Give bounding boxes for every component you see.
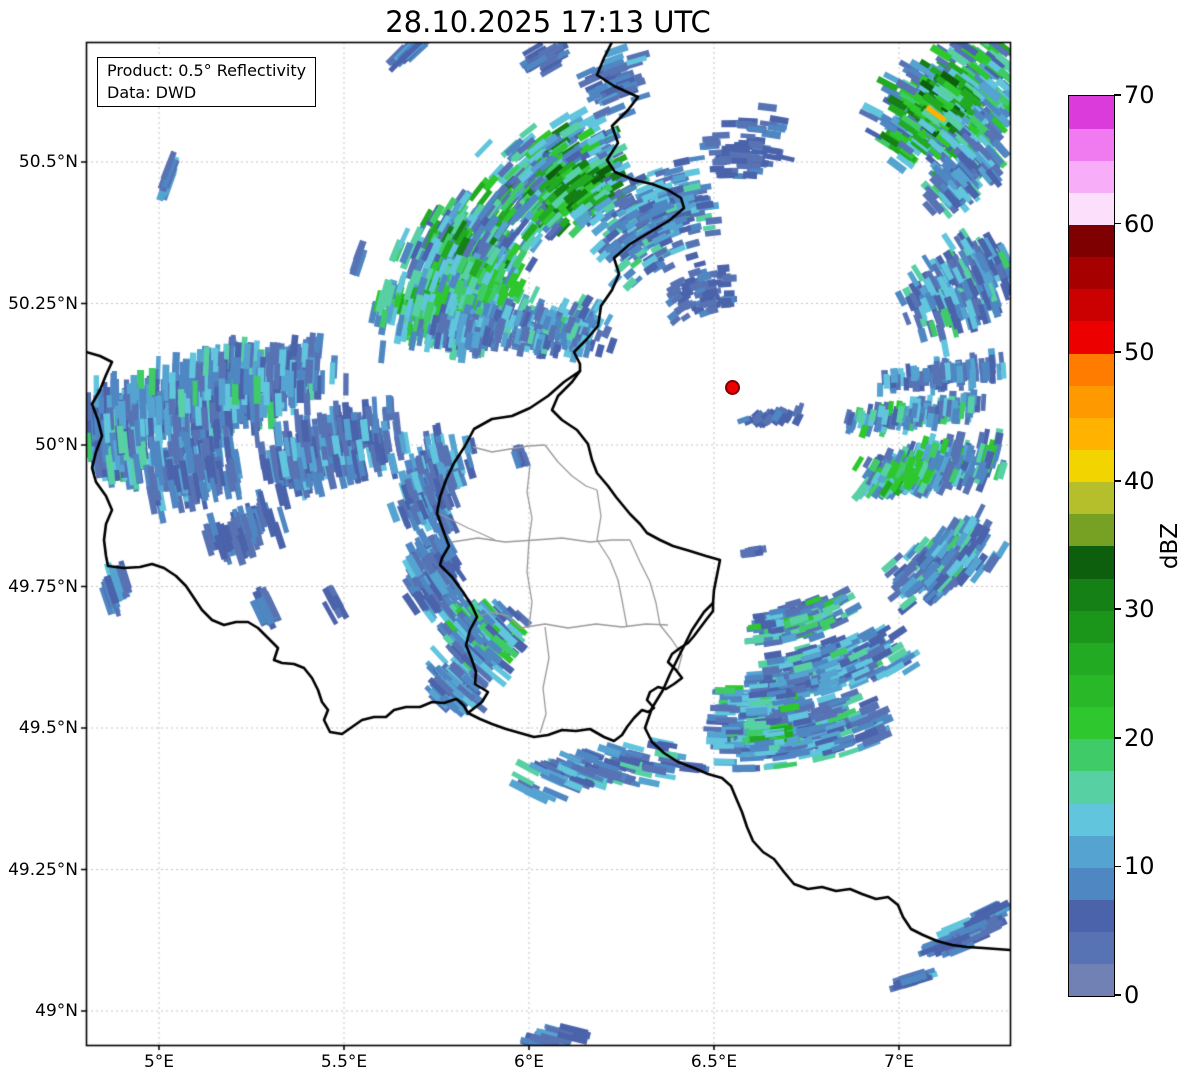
lat-tick-label: 50.25°N [8,293,78,314]
colorbar-segment [1069,288,1114,322]
product-annotation-box: Product: 0.5° Reflectivity Data: DWD [97,57,317,107]
colorbar-tick-label: 70 [1124,81,1155,109]
colorbar-tick [1114,479,1121,482]
lon-tick-label: 6.5°E [690,1052,738,1072]
colorbar-segment [1069,128,1114,161]
colorbar-tick-label: 50 [1124,338,1155,367]
colorbar-tick-label: 20 [1124,723,1155,752]
colorbar-segment [1069,642,1114,676]
colorbar-segment [1069,899,1114,933]
data-source-line: Data: DWD [107,83,197,102]
colorbar-tick [1114,94,1121,96]
lat-tick-label: 50.5°N [18,152,78,172]
colorbar-segment [1069,449,1114,483]
colorbar-tick-label: 40 [1124,466,1155,495]
lat-tick-label: 49.5°N [18,718,78,738]
colorbar-segment [1069,353,1114,386]
colorbar-segment [1069,738,1114,772]
colorbar-segment [1069,513,1114,547]
colorbar-segment [1069,674,1114,708]
colorbar-segment [1069,385,1114,418]
colorbar-segment [1069,771,1114,804]
colorbar [1068,95,1115,997]
colorbar-tick [1114,994,1121,996]
colorbar-tick [1114,351,1121,353]
colorbar-tick [1114,608,1121,611]
colorbar-tick-label: 60 [1124,209,1155,238]
colorbar-segment [1069,417,1114,451]
colorbar-tick-label: 10 [1124,852,1155,881]
colorbar-segment [1069,546,1114,579]
colorbar-segment [1069,835,1114,868]
product-line: Product: 0.5° Reflectivity [107,61,307,80]
colorbar-unit-label: dBZ [1157,522,1183,570]
colorbar-segment [1069,803,1114,836]
colorbar-segment [1069,867,1114,901]
colorbar-segment [1069,321,1114,354]
colorbar-tick-label: 0 [1124,981,1140,1009]
lat-tick-label: 50°N [35,435,78,455]
colorbar-segment [1069,96,1114,129]
lon-tick-label: 5.5°E [320,1052,368,1072]
lon-tick-label: 5°E [143,1052,175,1072]
colorbar-segment [1069,706,1114,740]
colorbar-segment [1069,578,1114,611]
colorbar-tick [1114,737,1121,739]
colorbar-tick [1114,865,1121,868]
colorbar-segment [1069,963,1114,997]
colorbar-segment [1069,610,1114,643]
plot-title: 28.10.2025 17:13 UTC [385,5,711,39]
colorbar-tick [1114,222,1121,225]
colorbar-segment [1069,192,1114,226]
colorbar-segment [1069,160,1114,193]
lat-tick-label: 49°N [35,1001,78,1021]
radar-site-marker [724,379,740,395]
lat-tick-label: 49.75°N [8,576,78,597]
lon-tick-label: 6°E [513,1052,545,1072]
lon-tick-label: 7°E [883,1052,915,1072]
colorbar-segment [1069,931,1114,965]
colorbar-segment [1069,256,1114,290]
colorbar-segment [1069,481,1114,515]
colorbar-segment [1069,224,1114,258]
colorbar-tick-label: 30 [1124,595,1155,624]
lat-tick-label: 49.25°N [8,859,78,880]
